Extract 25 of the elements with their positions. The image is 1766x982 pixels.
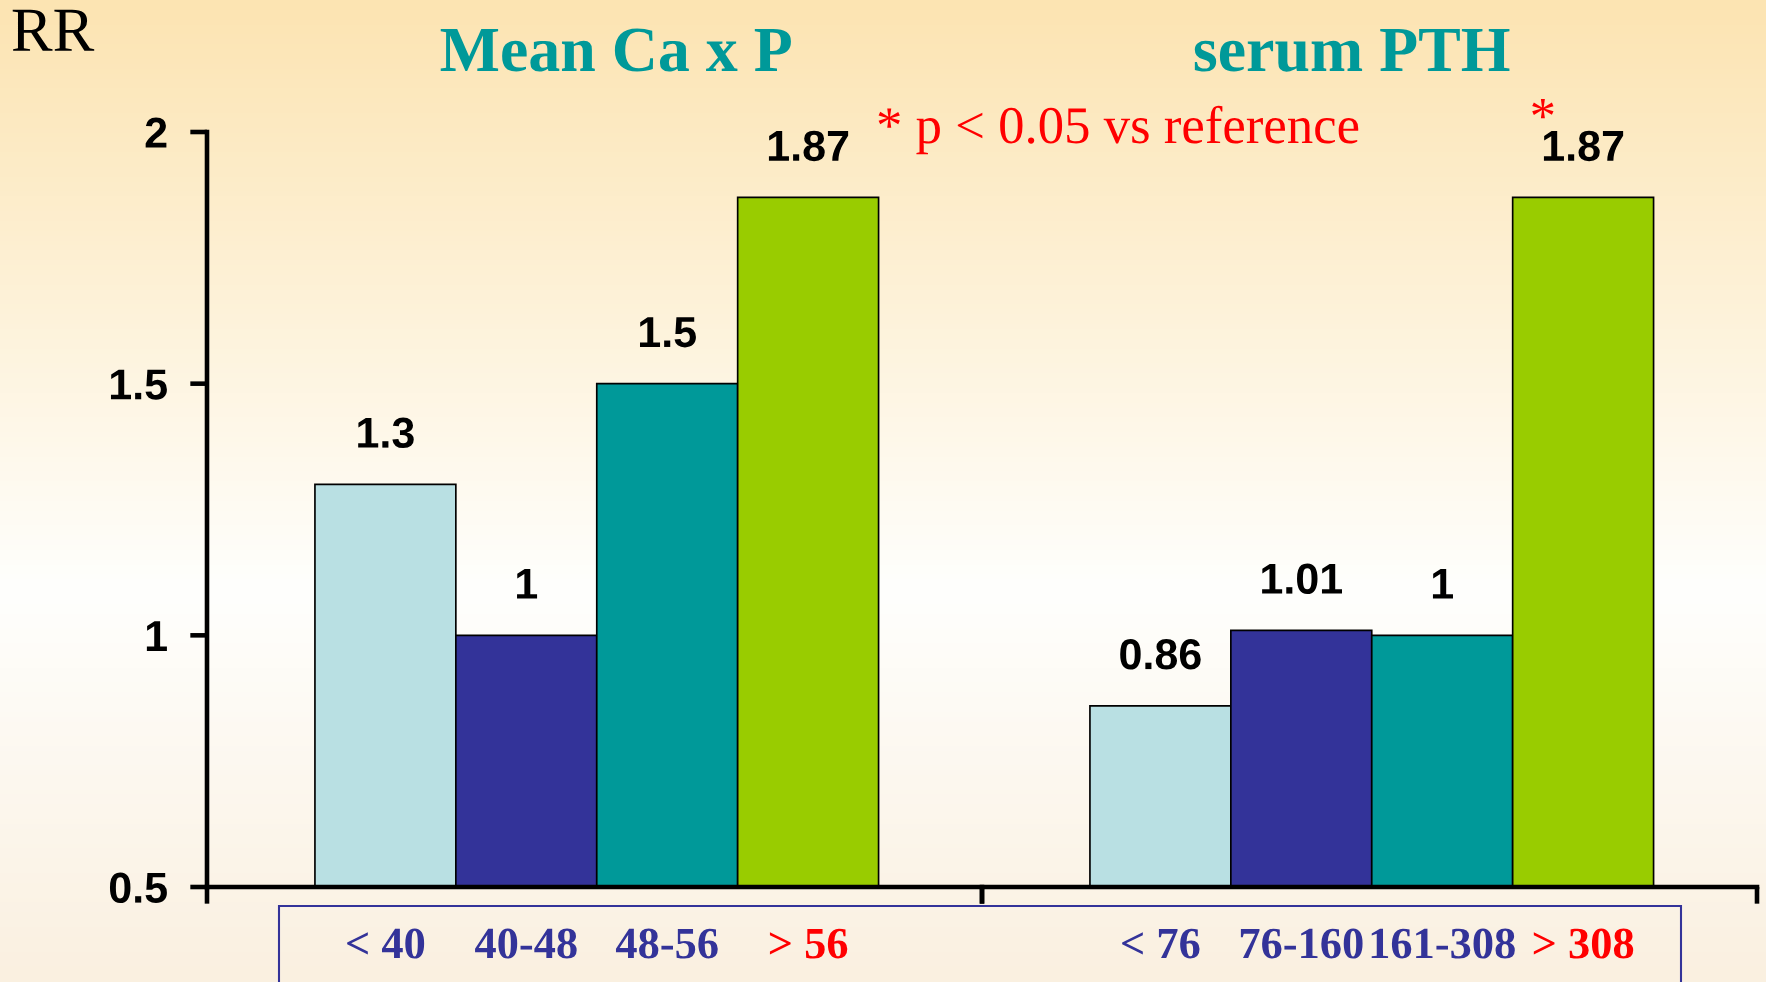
x-tick-label: 161-308 bbox=[1371, 928, 1515, 959]
x-tick-label: 40-48 bbox=[475, 928, 577, 959]
y-axis-title: RR bbox=[12, 9, 95, 51]
x-tick-label: < 40 bbox=[347, 928, 425, 959]
y-tick-label: 1.5 bbox=[110, 369, 167, 400]
data-label: 1 bbox=[517, 569, 538, 599]
data-label: 1.3 bbox=[358, 417, 414, 449]
chart-title: serum PTH bbox=[1194, 29, 1510, 72]
data-label: 1.87 bbox=[768, 130, 849, 162]
chart-title: Mean Ca x P bbox=[440, 28, 791, 72]
x-tick-label: > 308 bbox=[1533, 928, 1634, 959]
y-tick-label: 2 bbox=[145, 117, 167, 148]
annotation: * p < 0.05 vs reference bbox=[878, 105, 1359, 155]
data-label: 1.87 bbox=[1543, 130, 1624, 162]
annotation: * bbox=[1532, 98, 1554, 119]
data-label: 1 bbox=[1432, 569, 1453, 599]
y-tick-label: 0.5 bbox=[109, 872, 167, 904]
x-tick-label: 76-160 bbox=[1240, 928, 1363, 959]
x-tick-label: > 56 bbox=[769, 928, 848, 959]
data-label: 1.5 bbox=[640, 317, 696, 348]
data-label: 1.01 bbox=[1262, 563, 1342, 595]
x-tick-label: < 76 bbox=[1122, 928, 1200, 959]
y-tick-label: 1 bbox=[146, 621, 167, 651]
data-label: 0.86 bbox=[1120, 639, 1201, 670]
x-tick-label: 48-56 bbox=[615, 928, 718, 959]
